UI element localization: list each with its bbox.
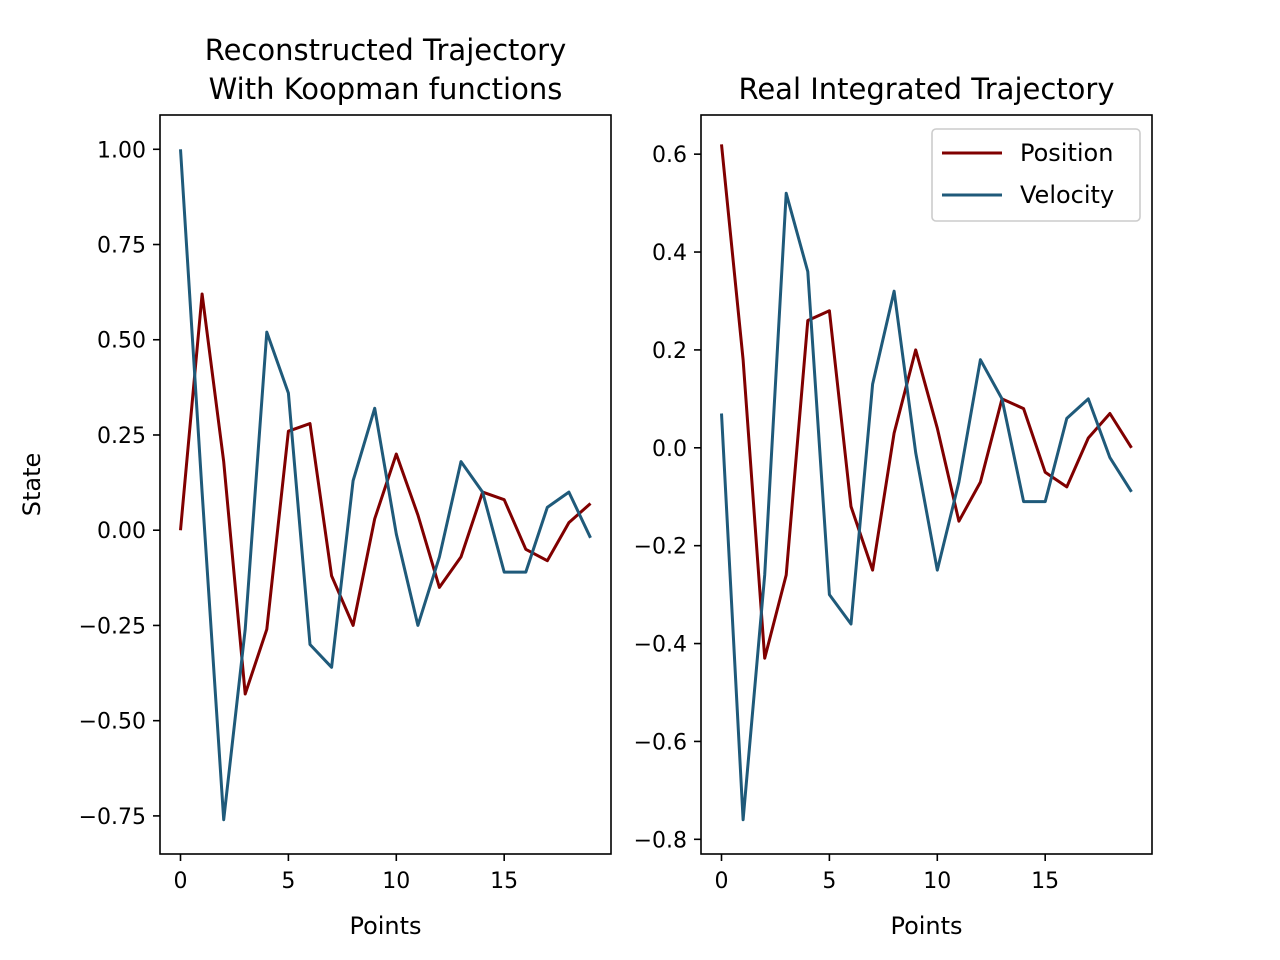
x-tick-label: 15	[490, 869, 518, 894]
y-tick-label: −0.25	[79, 614, 146, 639]
x-tick-label: 0	[715, 869, 729, 894]
x-tick-label: 5	[281, 869, 295, 894]
y-tick-label: −0.8	[634, 828, 687, 853]
y-tick-label: 0.50	[97, 329, 146, 354]
x-tick-label: 10	[382, 869, 410, 894]
series-line-position	[720, 144, 1133, 660]
axes-frame	[700, 114, 1153, 855]
axes-frame	[159, 114, 612, 855]
y-tick-label: −0.6	[634, 730, 687, 755]
y-tick-label: 0.2	[652, 339, 687, 364]
chart-title-line: Reconstructed Trajectory	[205, 33, 567, 67]
y-tick-label: −0.75	[79, 805, 146, 830]
x-axis-label: Points	[890, 912, 962, 940]
series-line-0	[179, 292, 592, 696]
x-tick-label: 15	[1031, 869, 1059, 894]
chart-reconstructed: Reconstructed Trajectory With Koopman fun…	[18, 33, 612, 940]
y-tick-label: −0.2	[634, 535, 687, 560]
y-tick-label: 0.6	[652, 143, 687, 168]
chart-title-line: With Koopman functions	[209, 72, 563, 106]
x-tick-label: 0	[174, 869, 188, 894]
y-tick-label: 0.00	[97, 519, 146, 544]
y-tick-label: −0.50	[79, 710, 146, 735]
x-axis-label: Points	[349, 912, 421, 940]
y-tick-label: 1.00	[97, 138, 146, 163]
legend: Position Velocity	[931, 128, 1141, 222]
x-tick-label: 10	[923, 869, 951, 894]
legend-label: Position	[1020, 139, 1113, 167]
y-tick-label: 0.75	[97, 234, 146, 259]
chart-real: Real Integrated Trajectory 0 5 10 15 0.6 0.4 0.…	[634, 72, 1153, 940]
y-tick-label: 0.0	[652, 437, 687, 462]
series-line-velocity	[720, 191, 1133, 822]
y-tick-label: 0.25	[97, 424, 146, 449]
y-axis-label: State	[18, 453, 46, 517]
x-tick-label: 5	[822, 869, 836, 894]
series-line-1	[179, 149, 592, 822]
y-tick-label: −0.4	[634, 633, 687, 658]
y-tick-label: 0.4	[652, 241, 687, 266]
legend-label: Velocity	[1020, 181, 1114, 209]
chart-title-line: Real Integrated Trajectory	[738, 72, 1114, 106]
